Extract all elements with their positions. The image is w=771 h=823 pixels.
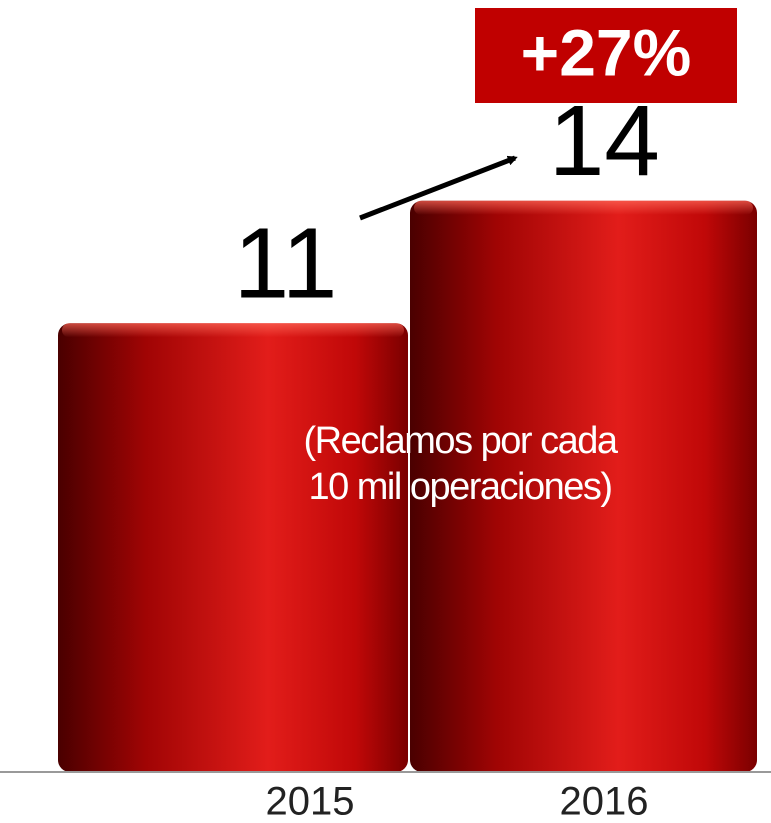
bar-cap [62, 323, 404, 338]
bar [58, 323, 408, 772]
annotation-box [475, 8, 737, 103]
annotation: +27% [521, 15, 692, 89]
value-label: 14 [549, 85, 660, 197]
arrow [359, 155, 518, 221]
value-label: 11 [234, 208, 338, 320]
bar [410, 200, 757, 773]
x-tick-label: 2015 [266, 780, 355, 823]
bar-cap [414, 200, 753, 215]
x-tick-label: 2016 [560, 780, 649, 823]
note: (Reclamos por cada 10 mil operaciones) [303, 420, 618, 508]
